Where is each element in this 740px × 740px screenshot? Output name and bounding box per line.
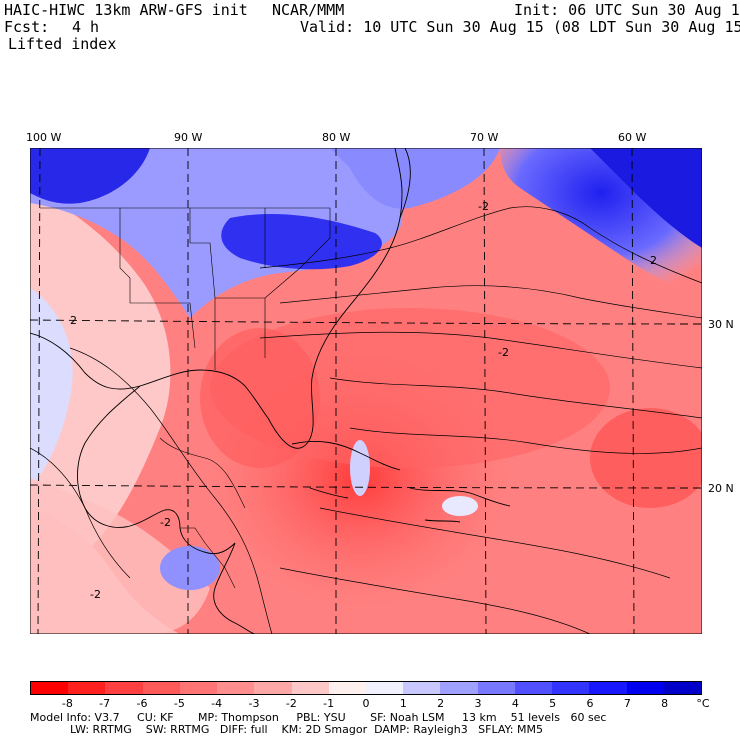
- contour-label: -2: [498, 346, 509, 359]
- colorbar-tick-label: -3: [248, 697, 260, 710]
- contour-lines: [30, 206, 702, 634]
- colorbar-tick-label: 6: [586, 697, 594, 710]
- field-blue-se-us: [30, 148, 403, 318]
- colorbar-tick-label: -1: [323, 697, 335, 710]
- colorbar-unit: °C: [696, 697, 710, 710]
- lon-label-100w: 100 W: [26, 131, 62, 144]
- contour-labels: -2 2 -2 -2 2 -2: [70, 200, 657, 601]
- colorbar-swatch: [328, 682, 366, 694]
- colorbar-tick-label: 3: [474, 697, 482, 710]
- colorbar-swatch: [365, 682, 404, 694]
- field-deepblue-carolinas: [221, 213, 382, 270]
- colorbar-swatch: [589, 682, 627, 694]
- colorbar-tick-label: 5: [549, 697, 557, 710]
- colorbar-swatch: [663, 682, 701, 694]
- colorbar-tick-label: 0: [362, 697, 370, 710]
- colorbar-swatch: [68, 682, 106, 694]
- contour-label: 2: [650, 254, 657, 267]
- colorbar-tick-label: 7: [623, 697, 631, 710]
- political-borders: [40, 207, 331, 589]
- colorbar-swatch: [217, 682, 255, 694]
- valid-time: Valid: 10 UTC Sun 30 Aug 15 (08 LDT Sun …: [300, 18, 740, 36]
- colorbar-tick-label: -4: [211, 697, 223, 710]
- colorbar-tick-label: -7: [99, 697, 111, 710]
- lon-label-70w: 70 W: [470, 131, 499, 144]
- lat-lon-grid: [30, 148, 702, 634]
- init-time: Init: 06 UTC Sun 30 Aug 15: [514, 1, 740, 19]
- field-red-gulf-east: [200, 328, 320, 468]
- forecast-hours: 4 h: [72, 18, 100, 36]
- field-pale-central-america: [30, 478, 210, 634]
- colorbar-tick-label: 8: [661, 697, 669, 710]
- lat-label-30n: 30 N: [708, 318, 734, 331]
- colorbar-tick-label: 4: [511, 697, 519, 710]
- colorbar-swatch: [254, 682, 292, 694]
- org-label: NCAR/MMM: [272, 1, 345, 19]
- contour-label: 2: [70, 314, 77, 327]
- colorbar-tick-label: -6: [136, 697, 148, 710]
- lat-label-20n: 20 N: [708, 482, 734, 495]
- colorbar-swatch: [142, 682, 180, 694]
- lon-label-60w: 60 W: [618, 131, 647, 144]
- field-pale-west: [30, 188, 171, 568]
- colorbar-tick-label: 1: [399, 697, 407, 710]
- field-pale-hispaniola: [442, 496, 478, 516]
- field-red-east: [590, 408, 702, 508]
- lifted-index-map: -2 2 -2 -2 2 -2: [30, 148, 702, 634]
- field-deepblue-nw: [30, 148, 150, 204]
- colorbar-tick-label: -5: [173, 697, 185, 710]
- field-pale-cuba: [350, 440, 370, 496]
- contour-label: -2: [160, 516, 171, 529]
- colorbar: [30, 681, 702, 695]
- colorbar-swatch: [403, 682, 441, 694]
- contour-label: -2: [478, 200, 489, 213]
- field-blue-guatemala: [160, 546, 220, 590]
- colorbar-swatch: [514, 682, 553, 694]
- colorbar-swatch: [552, 682, 590, 694]
- field-lightblue-west: [30, 288, 73, 488]
- colorbar-swatch: [440, 682, 478, 694]
- colorbar-swatch: [179, 682, 218, 694]
- lon-label-90w: 90 W: [174, 131, 203, 144]
- colorbar-tick-label: -2: [285, 697, 297, 710]
- lon-label-80w: 80 W: [322, 131, 351, 144]
- field-name: Lifted index: [8, 35, 117, 53]
- colorbar-swatch: [626, 682, 664, 694]
- contour-label: -2: [90, 588, 101, 601]
- model-info-line2: LW: RRTMG SW: RRTMG DIFF: full KM: 2D Sm…: [70, 723, 543, 736]
- colorbar-tick-label: 2: [437, 697, 445, 710]
- colorbar-swatch: [105, 682, 143, 694]
- forecast-label: Fcst:: [4, 18, 50, 36]
- colorbar-swatch: [477, 682, 515, 694]
- colorbar-swatch: [291, 682, 329, 694]
- colorbar-swatch: [31, 682, 69, 694]
- model-title: HAIC-HIWC 13km ARW-GFS init: [4, 1, 248, 19]
- field-deepblue-ne: [590, 148, 702, 248]
- model-info-line1: Model Info: V3.7 CU: KF MP: Thompson PBL…: [30, 711, 607, 724]
- colorbar-tick-label: -8: [61, 697, 73, 710]
- field-blue-mid-atlantic: [330, 148, 500, 209]
